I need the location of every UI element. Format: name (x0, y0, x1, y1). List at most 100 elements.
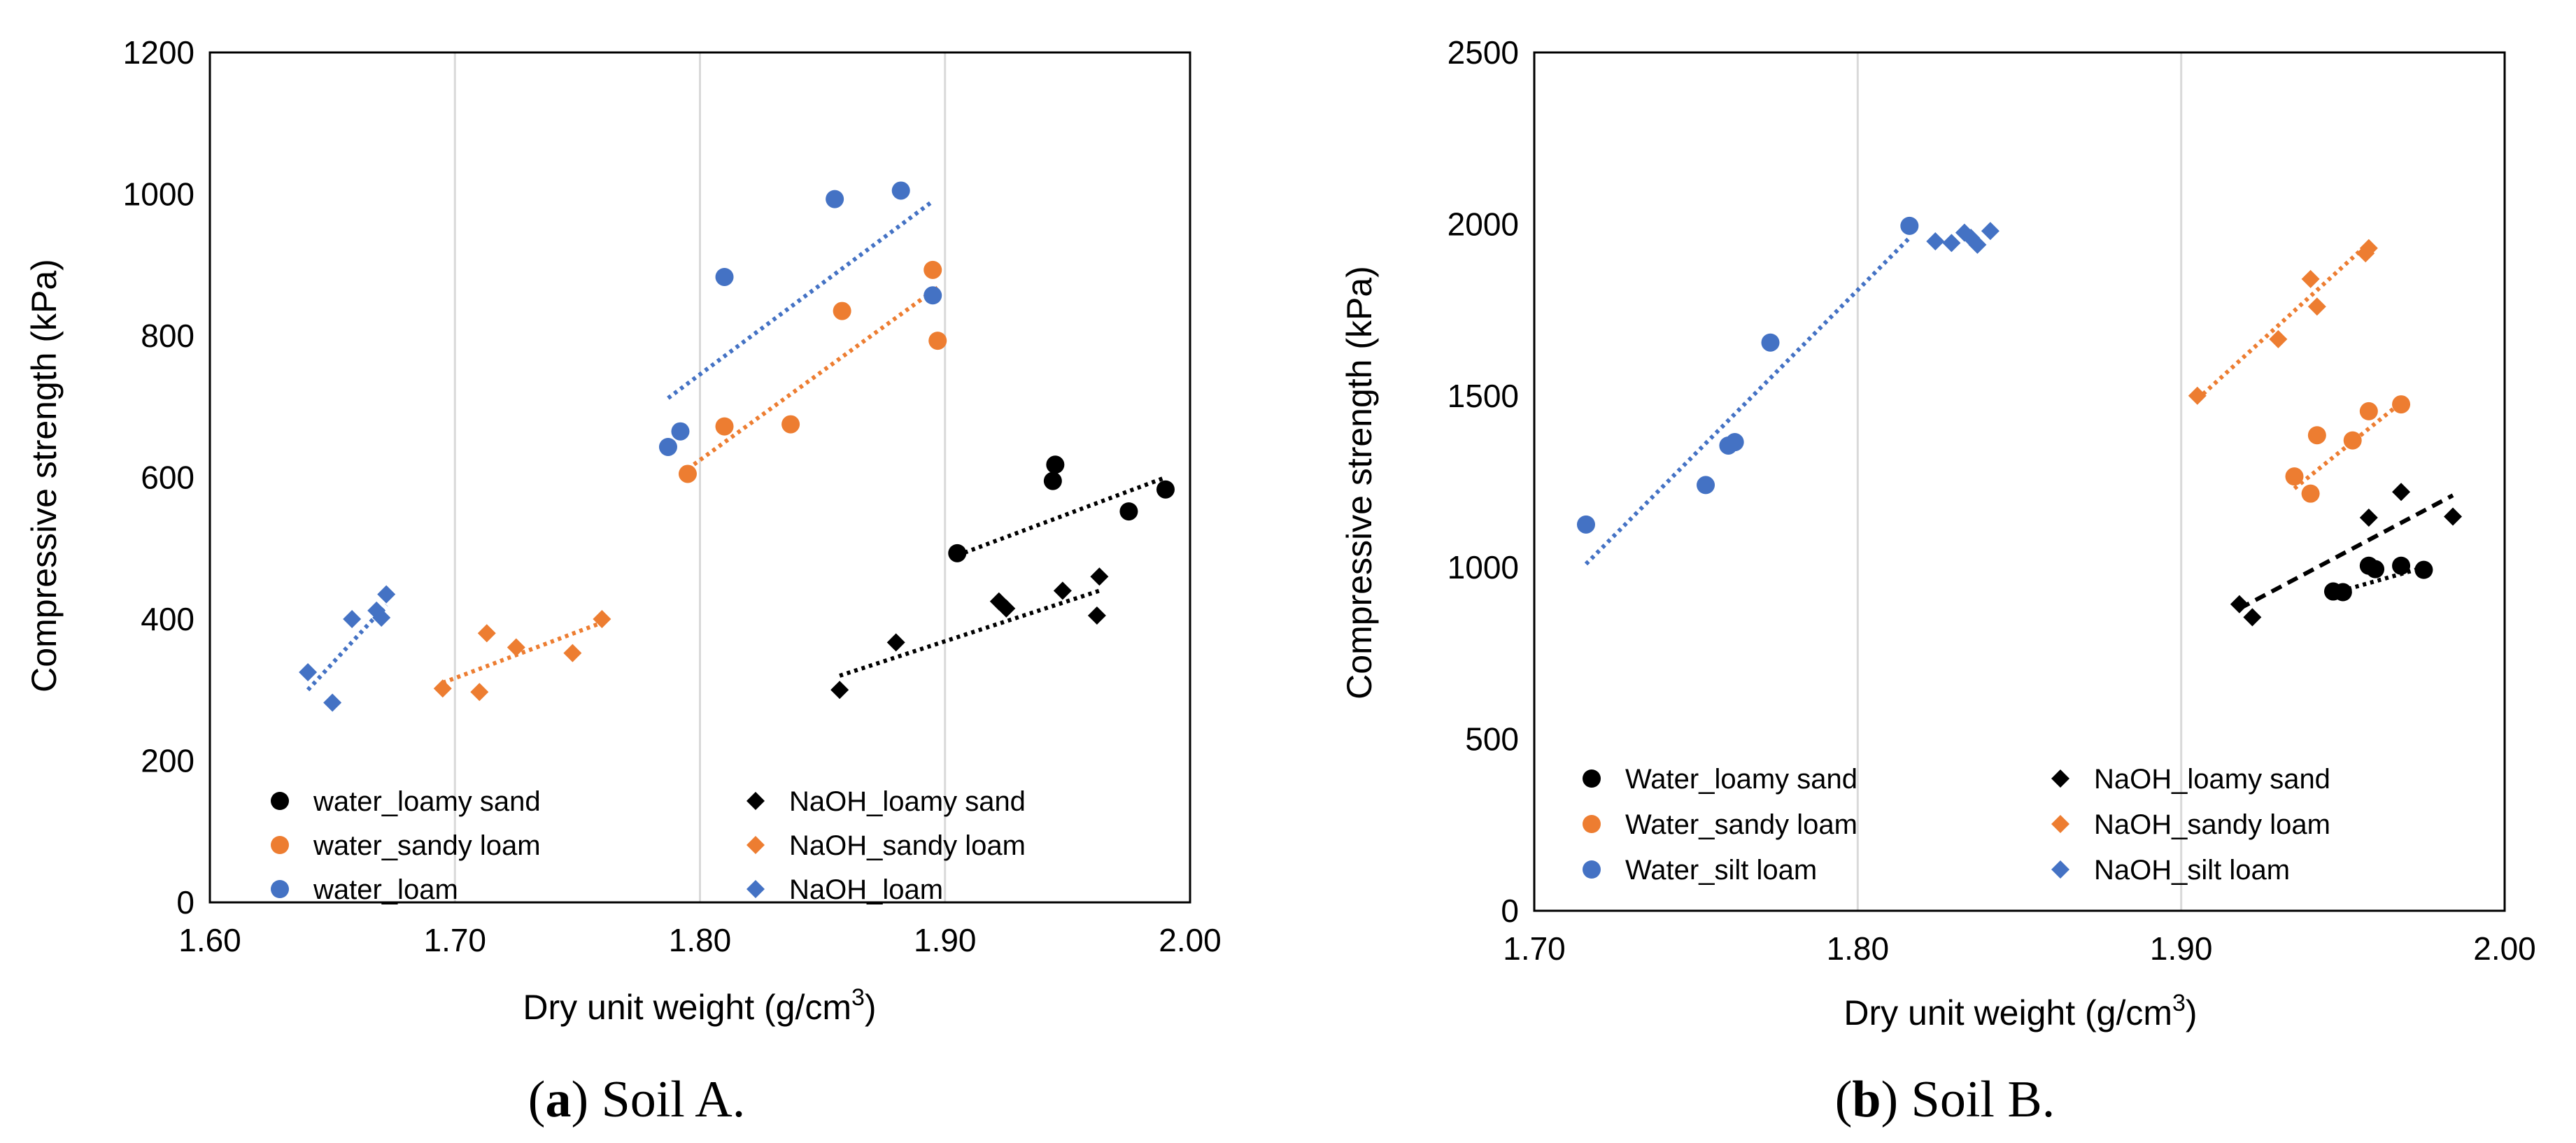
chart-caption: (b) Soil B. (1835, 1071, 2055, 1128)
x-tick-label: 1.80 (669, 922, 732, 958)
point-naoh-silt-loam (1942, 234, 1961, 253)
series-naoh-sandy-loam (2188, 239, 2378, 405)
series-water-sandy-loam (678, 260, 947, 483)
legend-marker-naoh-loamy-sand (2051, 769, 2069, 788)
series-water-silt-loam (1576, 216, 1919, 534)
point-naoh-loamy-sand (2444, 507, 2463, 526)
legend: water_loamy sand water_sandy loam water_lo… (271, 786, 1026, 905)
point-water-loamy-sand (2414, 560, 2433, 579)
y-tick-label: 2500 (1448, 34, 1519, 71)
point-naoh-sandy-loam (2307, 297, 2326, 316)
y-tick-label: 400 (141, 601, 194, 637)
point-water-loam (923, 286, 942, 305)
y-tick-label: 0 (176, 884, 194, 921)
point-water-sandy-loam (781, 415, 800, 434)
x-axis-title: Dry unit weight (g/cm3) (523, 984, 876, 1027)
trendline-naoh-loamy-sand (839, 588, 1101, 678)
legend-label-naoh-sandy-loam: NaOH_sandy loam (789, 830, 1026, 861)
point-naoh-loamy-sand (997, 599, 1016, 618)
legend-label-naoh-silt-loam: NaOH_silt loam (2094, 855, 2290, 886)
x-tick-label: 1.90 (2150, 930, 2213, 967)
point-naoh-sandy-loam (2301, 269, 2320, 288)
point-water-loam (658, 437, 677, 456)
legend-marker-water-sandy-loam (271, 836, 289, 854)
trendline-water-sandy-loam (686, 285, 940, 471)
x-tick-label: 2.00 (2473, 930, 2536, 967)
point-water-loamy-sand (1119, 502, 1138, 521)
legend: Water_loamy sand Water_sandy loam Water_si… (1583, 764, 2330, 886)
point-naoh-loam (377, 585, 396, 604)
point-naoh-loamy-sand (830, 681, 849, 700)
point-water-sandy-loam (928, 332, 947, 350)
x-tick-label: 1.90 (914, 922, 977, 958)
x-tick-label: 1.70 (1503, 930, 1566, 967)
point-naoh-loam (323, 693, 342, 712)
point-water-sandy-loam (2285, 467, 2304, 486)
y-axis-title: Compressive strength (kPa) (24, 259, 64, 693)
point-naoh-loamy-sand (2243, 608, 2262, 627)
y-tick-label: 600 (141, 460, 194, 496)
point-naoh-sandy-loam (477, 624, 496, 643)
legend-label-naoh-loamy-sand: NaOH_loamy sand (789, 786, 1026, 817)
trendline-naoh-loamy-sand (2238, 493, 2454, 611)
legend-marker-naoh-sandy-loam (2051, 815, 2069, 833)
point-naoh-sandy-loam (433, 679, 452, 698)
point-water-loamy-sand (2333, 583, 2352, 602)
trendline-water-silt-loam (1584, 236, 1911, 566)
point-naoh-sandy-loam (2269, 329, 2288, 348)
point-water-sandy-loam (2307, 426, 2326, 445)
chart-soil-b: 0 500 1000 1500 2000 2500 1.70 1.80 1.90 2.00 Dry … (1340, 34, 2536, 1128)
point-naoh-silt-loam (1968, 235, 1987, 254)
point-naoh-sandy-loam (507, 638, 525, 657)
x-tick-label: 1.80 (1827, 930, 1890, 967)
x-axis-title: Dry unit weight (g/cm3) (1843, 990, 2197, 1032)
point-water-sandy-loam (923, 260, 942, 279)
point-naoh-loam (299, 662, 318, 681)
point-naoh-loamy-sand (1087, 606, 1106, 625)
series-water-loamy-sand (948, 455, 1175, 562)
legend-label-water-loamy-sand: water_loamy sand (313, 786, 541, 817)
point-naoh-sandy-loam (2359, 239, 2378, 257)
y-tick-label: 2000 (1448, 206, 1519, 242)
y-tick-label: 200 (141, 743, 194, 779)
legend-marker-naoh-sandy-loam (746, 836, 765, 854)
legend-marker-naoh-loamy-sand (746, 792, 765, 810)
y-tick-label: 800 (141, 318, 194, 354)
legend-label-water-loam: water_loam (313, 874, 458, 905)
legend-marker-water-loamy-sand (271, 792, 289, 810)
point-naoh-loam (343, 610, 362, 628)
legend-label-naoh-loam: NaOH_loam (789, 874, 943, 905)
y-tick-label: 0 (1501, 893, 1519, 929)
series-water-loamy-sand (2323, 556, 2433, 602)
trendline-water-loam (667, 199, 935, 400)
point-naoh-silt-loam (1926, 232, 1945, 250)
y-tick-label: 1500 (1448, 378, 1519, 414)
series-naoh-silt-loam (1926, 222, 2000, 254)
point-water-sandy-loam (2343, 431, 2362, 450)
legend-label-water-loamy-sand: Water_loamy sand (1625, 764, 1857, 795)
legend-label-water-sandy-loam: Water_sandy loam (1625, 809, 1857, 840)
plot-frame (1533, 51, 2506, 912)
point-naoh-sandy-loam (470, 683, 489, 702)
y-axis-title: Compressive strength (kPa) (1340, 266, 1379, 700)
legend-marker-water-loam (271, 880, 289, 898)
legend-label-water-silt-loam: Water_silt loam (1625, 855, 1817, 886)
chart-caption: (a) Soil A. (528, 1071, 745, 1128)
point-naoh-loam (372, 608, 391, 627)
legend-label-water-sandy-loam: water_sandy loam (313, 830, 541, 861)
point-water-loam (715, 267, 734, 286)
point-naoh-loamy-sand (2392, 483, 2411, 502)
series-water-loam (658, 181, 942, 456)
point-water-loam (891, 181, 910, 200)
trendline-water-loamy-sand (956, 475, 1167, 558)
point-water-loamy-sand (2392, 556, 2411, 575)
chart-soil-a: 0 200 400 600 800 1000 1200 1.60 1.70 1.80 1.90 2.0… (24, 34, 1222, 1128)
point-naoh-sandy-loam (593, 610, 611, 628)
point-water-loamy-sand (1156, 480, 1175, 499)
legend-marker-water-sandy-loam (1583, 815, 1601, 833)
point-water-loam (671, 422, 690, 441)
point-naoh-sandy-loam (2188, 386, 2207, 405)
y-tick-label: 1000 (1448, 549, 1519, 585)
point-water-silt-loam (1725, 433, 1744, 452)
point-naoh-loamy-sand (1053, 581, 1072, 600)
